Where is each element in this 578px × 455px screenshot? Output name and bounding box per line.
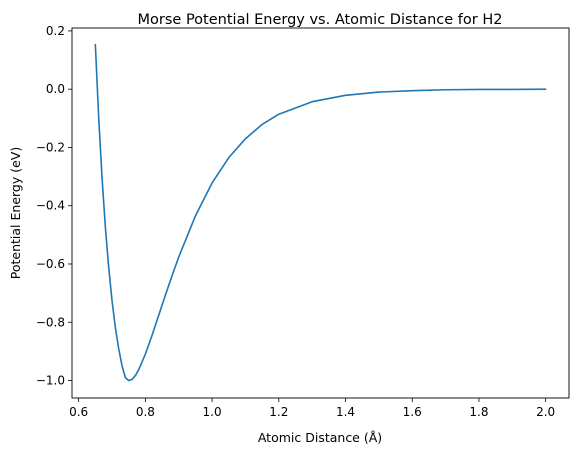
x-tick-label: 0.8 [136,405,155,419]
x-tick-label: 1.6 [403,405,422,419]
y-tick-label: −0.2 [36,140,65,154]
x-tick-label: 2.0 [536,405,555,419]
plot-series [94,43,547,382]
y-tick-label: −1.0 [36,374,65,388]
x-axis-label: Atomic Distance (Å) [258,430,382,445]
x-tick-label: 0.6 [69,405,88,419]
y-axis-ticks: −1.0 −0.8 −0.6 −0.4 −0.2 0.0 0.2 [36,24,72,388]
chart-title: Morse Potential Energy vs. Atomic Distan… [138,12,503,28]
y-axis-label: Potential Energy (eV) [8,147,23,279]
y-tick-label: −0.6 [36,257,65,271]
x-tick-label: 1.8 [469,405,488,419]
y-tick-label: 0.2 [46,24,65,38]
x-tick-label: 1.0 [203,405,222,419]
y-tick-label: 0.0 [46,82,65,96]
x-tick-label: 1.2 [269,405,288,419]
x-tick-label: 1.4 [336,405,355,419]
x-axis-ticks: 0.6 0.8 1.0 1.2 1.4 1.6 1.8 2.0 [69,398,555,419]
y-tick-label: −0.4 [36,199,65,213]
plot-frame [71,27,570,399]
y-tick-label: −0.8 [36,315,65,329]
series-line [94,43,547,382]
